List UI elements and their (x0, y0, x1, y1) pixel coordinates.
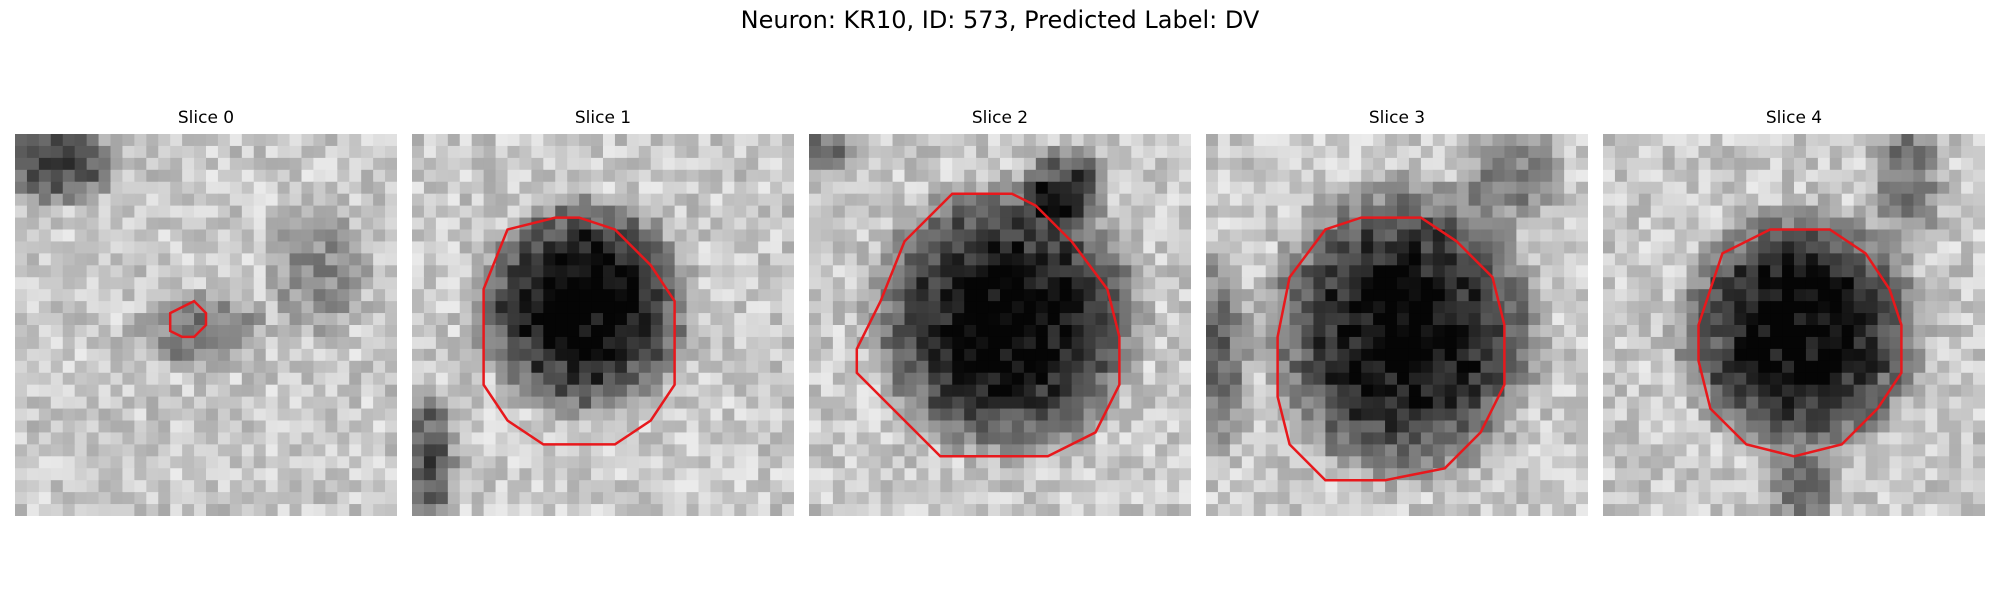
slice-3-raster (1206, 134, 1588, 516)
panel-title-slice-2: Slice 2 (971, 108, 1029, 128)
slice-4-raster (1603, 134, 1985, 516)
slice-2-contour (855, 192, 1121, 458)
slice-4-contour (1697, 228, 1903, 458)
panel-title-slice-0: Slice 0 (177, 108, 235, 128)
figure-title: Neuron: KR10, ID: 573, Predicted Label: … (740, 6, 1260, 34)
slice-3-image (1206, 134, 1588, 516)
slice-3-contour (1276, 216, 1506, 482)
slice-1-raster (412, 134, 794, 516)
slice-1-image (412, 134, 794, 516)
slice-4-image (1603, 134, 1985, 516)
slice-2-raster (809, 134, 1191, 516)
slice-1-contour (482, 216, 676, 446)
slice-2-image (809, 134, 1191, 516)
panel-title-slice-4: Slice 4 (1765, 108, 1823, 128)
panel-title-slice-3: Slice 3 (1368, 108, 1426, 128)
slice-0-image (15, 134, 397, 516)
panel-title-slice-1: Slice 1 (574, 108, 632, 128)
slice-0-contour (168, 299, 208, 339)
slice-0-raster (15, 134, 397, 516)
